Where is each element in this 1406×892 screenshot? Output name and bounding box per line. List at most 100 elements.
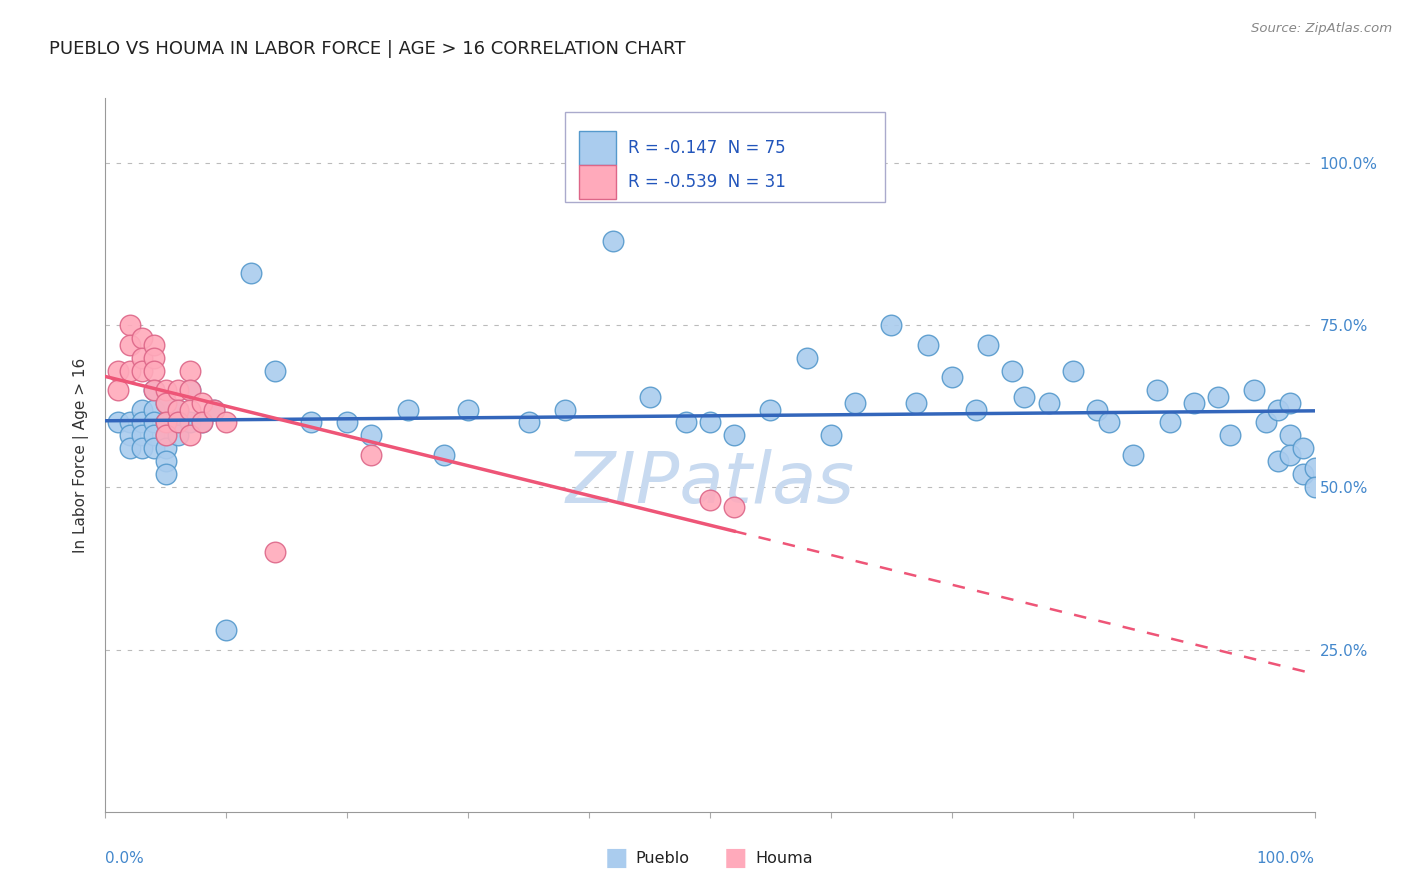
Point [107, 383, 129, 397]
Point [554, 402, 576, 417]
Point [118, 428, 141, 442]
Point [167, 416, 190, 430]
Point [796, 351, 818, 365]
Point [1085, 402, 1108, 417]
Point [1182, 396, 1205, 410]
Point [142, 337, 165, 351]
Text: R = -0.147  N = 75: R = -0.147 N = 75 [628, 139, 786, 157]
Point [107, 416, 129, 430]
Point [179, 402, 201, 417]
Point [263, 545, 285, 559]
Text: R = -0.539  N = 31: R = -0.539 N = 31 [628, 173, 786, 191]
Point [1303, 480, 1326, 494]
Point [1001, 363, 1024, 377]
Point [941, 370, 963, 384]
Point [239, 266, 262, 280]
Point [1303, 461, 1326, 475]
Point [723, 428, 745, 442]
Point [723, 500, 745, 514]
Point [517, 416, 540, 430]
Point [1122, 448, 1144, 462]
Point [131, 331, 153, 345]
Point [1243, 383, 1265, 397]
Point [433, 448, 456, 462]
FancyBboxPatch shape [565, 112, 886, 202]
Point [167, 416, 190, 430]
Point [131, 416, 153, 430]
Point [167, 402, 190, 417]
Point [215, 416, 238, 430]
Point [179, 363, 201, 377]
Point [142, 363, 165, 377]
Point [131, 402, 153, 417]
Point [904, 396, 927, 410]
Point [118, 337, 141, 351]
Point [202, 402, 225, 417]
Point [675, 416, 697, 430]
Point [155, 442, 177, 456]
Point [638, 390, 661, 404]
Point [699, 416, 721, 430]
Text: Pueblo: Pueblo [636, 851, 689, 865]
Point [155, 416, 177, 430]
Point [1014, 390, 1036, 404]
Point [457, 402, 479, 417]
Point [142, 416, 165, 430]
Point [142, 351, 165, 365]
Point [118, 318, 141, 333]
Point [155, 428, 177, 442]
Point [602, 234, 624, 248]
Point [142, 402, 165, 417]
Point [167, 402, 190, 417]
Point [202, 402, 225, 417]
Point [142, 383, 165, 397]
Point [131, 442, 153, 456]
Point [131, 351, 153, 365]
Point [1279, 396, 1302, 410]
Point [299, 416, 322, 430]
Point [215, 623, 238, 637]
Point [1146, 383, 1168, 397]
Point [1291, 467, 1313, 482]
Point [142, 383, 165, 397]
Point [1038, 396, 1060, 410]
Point [1267, 402, 1289, 417]
Point [1159, 416, 1181, 430]
Point [191, 396, 214, 410]
Point [142, 428, 165, 442]
Text: Source: ZipAtlas.com: Source: ZipAtlas.com [1251, 22, 1392, 36]
Point [880, 318, 903, 333]
Point [1267, 454, 1289, 468]
Text: ZIPatlas: ZIPatlas [565, 449, 855, 518]
Point [360, 448, 382, 462]
Point [396, 402, 419, 417]
Point [155, 416, 177, 430]
Point [965, 402, 987, 417]
Point [699, 493, 721, 508]
Point [191, 416, 214, 430]
Point [1098, 416, 1121, 430]
Point [844, 396, 866, 410]
Point [1291, 442, 1313, 456]
Point [179, 383, 201, 397]
Point [142, 442, 165, 456]
Point [155, 467, 177, 482]
Point [107, 363, 129, 377]
Point [167, 428, 190, 442]
Point [118, 442, 141, 456]
Point [1256, 416, 1278, 430]
Bar [579, 131, 616, 165]
Point [1279, 428, 1302, 442]
Text: 0.0%: 0.0% [105, 851, 145, 866]
Point [191, 416, 214, 430]
Text: ■: ■ [605, 847, 628, 870]
Point [977, 337, 1000, 351]
Point [179, 428, 201, 442]
Point [131, 428, 153, 442]
Point [1279, 448, 1302, 462]
Bar [579, 165, 616, 199]
Point [131, 363, 153, 377]
Text: ■: ■ [724, 847, 748, 870]
Point [336, 416, 359, 430]
Text: Houma: Houma [755, 851, 813, 865]
